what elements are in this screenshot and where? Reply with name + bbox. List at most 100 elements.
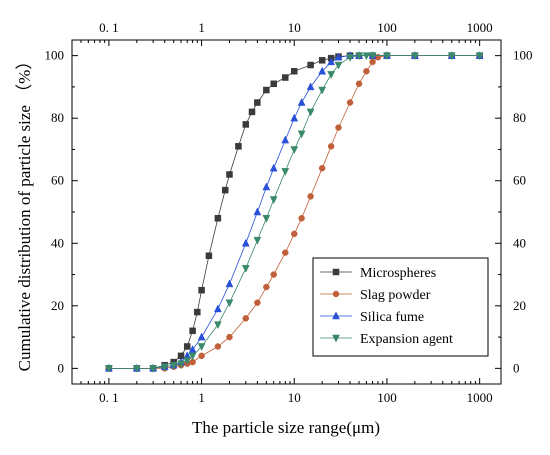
legend-label: Microspheres <box>360 266 436 281</box>
y-tick-label-left: 0 <box>58 360 65 375</box>
data-point-circle <box>363 68 370 75</box>
data-point-circle <box>214 343 222 350</box>
data-point-triangle-down <box>262 215 271 223</box>
y-axis-title: Cumulative distribution of particle size… <box>15 53 34 372</box>
x-tick-label-bottom: 1000 <box>467 390 493 405</box>
legend-box <box>312 257 489 357</box>
data-point-triangle-up <box>197 332 206 341</box>
data-point-triangle-up <box>253 207 262 216</box>
data-point-circle <box>298 215 305 222</box>
data-point-square <box>248 108 256 116</box>
y-tick-label-right: 40 <box>513 235 526 250</box>
data-point-triangle-down <box>269 196 278 205</box>
data-point-circle <box>254 299 261 306</box>
data-point-circle <box>332 290 340 298</box>
data-point-triangle-down <box>355 52 363 61</box>
data-point-triangle-down <box>253 236 262 245</box>
data-point-triangle-down <box>346 53 354 62</box>
data-point-square <box>189 327 196 335</box>
data-point-triangle-down <box>132 365 141 373</box>
data-point-circle <box>318 164 326 172</box>
data-point-triangle-down <box>332 334 340 343</box>
data-point-triangle-up <box>332 311 340 320</box>
data-point-square <box>226 171 233 178</box>
data-point-circle <box>270 271 277 278</box>
data-series <box>104 51 484 373</box>
data-point-triangle-down <box>410 52 419 61</box>
data-point-square <box>332 268 340 276</box>
data-point-circle <box>242 315 250 322</box>
x-tick-label-bottom: 0. 1 <box>99 390 119 405</box>
data-point-square <box>291 68 298 75</box>
data-point-square <box>183 343 191 350</box>
data-point-triangle-down <box>281 168 290 176</box>
data-point-circle <box>291 230 298 238</box>
data-point-square <box>263 86 270 94</box>
data-point-triangle-up <box>269 163 278 172</box>
y-tick-label-left: 20 <box>51 298 64 313</box>
data-point-triangle-up <box>327 57 336 66</box>
y-tick-label-left: 80 <box>51 110 64 125</box>
data-point-square <box>205 252 213 260</box>
data-point-triangle-down <box>362 52 371 61</box>
data-point-triangle-down <box>334 61 343 70</box>
data-point-triangle-down <box>188 352 197 361</box>
data-point-triangle-up <box>297 97 306 106</box>
data-point-triangle-down <box>318 86 327 95</box>
data-point-circle <box>335 124 342 131</box>
data-point-circle <box>263 283 270 291</box>
data-point-triangle-down <box>225 299 234 308</box>
x-tick-label-bottom: 1 <box>198 390 205 405</box>
y-tick-label-right: 20 <box>513 298 526 313</box>
data-point-square <box>221 186 229 194</box>
data-point-square <box>198 286 205 294</box>
data-point-triangle-down <box>183 357 192 366</box>
data-point-circle <box>226 333 233 341</box>
data-point-square <box>254 99 261 106</box>
data-point-triangle-down <box>297 130 306 139</box>
data-point-triangle-down <box>383 52 391 61</box>
data-point-triangle-down <box>306 108 315 117</box>
data-point-square <box>318 57 326 64</box>
data-point-circle <box>307 193 314 200</box>
data-point-triangle-down <box>327 71 336 79</box>
x-tick-label-top: 0. 1 <box>99 20 119 35</box>
data-point-triangle-down <box>213 321 222 330</box>
legend-label: Silica fume <box>360 310 424 325</box>
data-point-circle <box>282 249 289 256</box>
data-point-square <box>235 143 242 150</box>
data-point-triangle-up <box>334 52 343 61</box>
data-point-triangle-down <box>104 365 113 373</box>
data-point-triangle-down <box>160 363 169 372</box>
data-point-square <box>242 121 250 128</box>
data-point-triangle-up <box>188 345 197 353</box>
x-tick-label-top: 1000 <box>467 20 493 35</box>
data-point-triangle-down <box>368 52 377 61</box>
data-point-circle <box>198 352 205 360</box>
data-point-triangle-up <box>262 182 271 191</box>
axis-tick-labels: 0. 1 0. 1 1 1 10 10 100 100 1000 1000 0 0 20 20 40 40 60… <box>45 20 533 405</box>
y-tick-label-left: 60 <box>51 173 64 188</box>
data-point-circle <box>355 80 363 88</box>
data-point-triangle-up <box>306 82 315 91</box>
data-point-square <box>307 61 314 69</box>
x-tick-label-bottom: 100 <box>377 390 397 405</box>
data-point-triangle-down <box>177 360 185 369</box>
y-tick-label-right: 0 <box>513 360 520 375</box>
data-point-triangle-down <box>197 343 206 352</box>
data-point-triangle-up <box>281 135 290 144</box>
data-point-triangle-up <box>213 304 222 313</box>
data-point-triangle-down <box>241 265 250 273</box>
data-point-circle <box>346 99 354 106</box>
data-point-triangle-down <box>290 146 299 155</box>
data-point-triangle-down <box>475 52 484 61</box>
data-point-square <box>282 74 289 81</box>
data-point-triangle-up <box>290 113 299 122</box>
data-point-triangle-up <box>225 279 234 288</box>
series-group <box>104 52 484 373</box>
legend: Microspheres Slag powder Silica fume Expans… <box>312 257 489 357</box>
data-point-triangle-up <box>241 238 250 247</box>
data-point-triangle-up <box>318 66 327 75</box>
x-tick-label-top: 1 <box>198 20 205 35</box>
